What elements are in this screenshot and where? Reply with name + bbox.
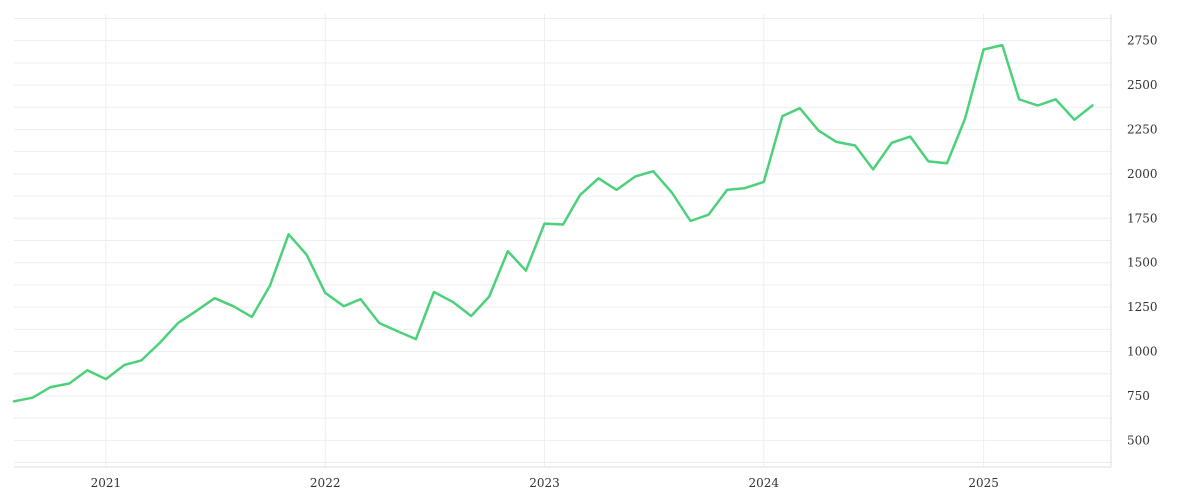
x-tick-label: 2022 <box>310 476 341 490</box>
y-tick-label: 2250 <box>1127 122 1158 136</box>
y-tick-label: 1250 <box>1127 300 1158 314</box>
x-tick-label: 2021 <box>91 476 122 490</box>
x-tick-label: 2025 <box>968 476 999 490</box>
y-gridlines <box>14 17 1111 464</box>
y-tick-labels: 500 750 1000 1250 1500 1750 2000 2250 2500 2750 <box>1127 34 1158 448</box>
series-line <box>12 43 1094 403</box>
y-tick-label: 2500 <box>1127 78 1158 92</box>
series-layer <box>12 43 1094 403</box>
x-tick-labels: 2021 2022 2023 2024 2025 <box>91 476 999 490</box>
x-tick-label: 2024 <box>748 476 779 490</box>
y-tick-label: 750 <box>1127 389 1150 403</box>
y-tick-label: 2750 <box>1127 34 1158 48</box>
y-tick-label: 1500 <box>1127 256 1158 270</box>
y-tick-label: 2000 <box>1127 167 1158 181</box>
y-tick-label: 1000 <box>1127 345 1158 359</box>
y-tick-label: 1750 <box>1127 211 1158 225</box>
y-tick-label: 500 <box>1127 433 1150 447</box>
x-tick-label: 2023 <box>529 476 560 490</box>
